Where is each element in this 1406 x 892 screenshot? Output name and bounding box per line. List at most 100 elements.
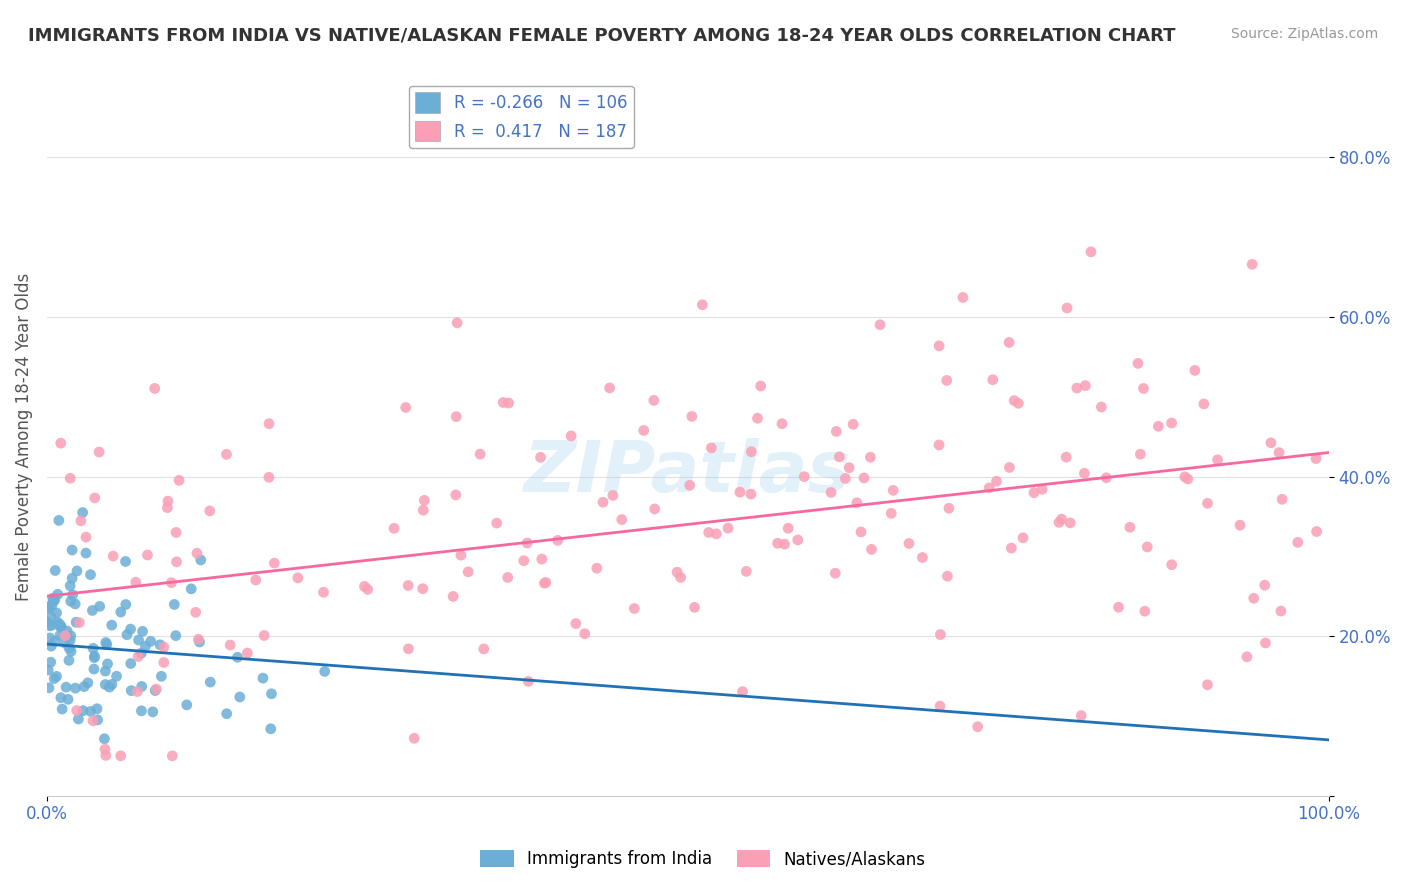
Point [1260,435,1282,450]
Point [1174,470,1197,484]
Point [644,502,666,516]
Point [263,556,285,570]
Point [472,641,495,656]
Point [1136,540,1159,554]
Point [96,637,118,651]
Point [1059,516,1081,530]
Point [470,447,492,461]
Point [115,628,138,642]
Point [83,649,105,664]
Point [1126,356,1149,370]
Point [529,450,551,465]
Point [167,473,190,487]
Point [94,664,117,678]
Point [56,624,79,638]
Point [998,460,1021,475]
Point [585,561,607,575]
Point [131,704,153,718]
Point [882,483,904,498]
Point [80,705,103,719]
Point [979,481,1001,495]
Point [717,521,740,535]
Point [226,650,249,665]
Point [485,516,508,530]
Point [740,444,762,458]
Point [37,615,59,629]
Point [1160,416,1182,430]
Point [49,621,72,635]
Point [76,676,98,690]
Point [229,690,252,704]
Point [747,411,769,425]
Point [59,594,82,608]
Point [395,401,418,415]
Point [236,646,259,660]
Point [911,550,934,565]
Point [48,513,70,527]
Point [58,640,80,655]
Point [190,553,212,567]
Point [60,543,83,558]
Point [86,702,108,716]
Point [845,496,868,510]
Point [828,450,851,464]
Point [53,636,76,650]
Point [450,548,472,562]
Point [740,487,762,501]
Point [444,488,467,502]
Point [1047,516,1070,530]
Point [643,393,665,408]
Point [731,684,754,698]
Point [66,704,89,718]
Point [396,578,419,592]
Point [1054,450,1077,464]
Point [59,629,82,643]
Point [1066,381,1088,395]
Point [898,536,921,550]
Point [353,579,375,593]
Point [1160,558,1182,572]
Point [1108,600,1130,615]
Point [692,298,714,312]
Point [187,632,209,647]
Point [1286,535,1309,549]
Point [1022,485,1045,500]
Point [45,669,67,683]
Point [849,524,872,539]
Point [86,713,108,727]
Point [633,424,655,438]
Point [704,527,727,541]
Point [142,705,165,719]
Point [38,619,60,633]
Point [75,530,97,544]
Point [59,633,82,648]
Point [396,641,419,656]
Point [928,339,950,353]
Point [89,599,111,614]
Point [1002,393,1025,408]
Point [623,601,645,615]
Point [513,554,536,568]
Point [51,619,73,633]
Point [516,536,538,550]
Legend: Immigrants from India, Natives/Alaskans: Immigrants from India, Natives/Alaskans [474,843,932,875]
Point [153,656,176,670]
Point [143,683,166,698]
Point [128,632,150,647]
Point [1080,244,1102,259]
Point [357,582,380,597]
Point [110,748,132,763]
Point [496,570,519,584]
Point [252,671,274,685]
Point [602,488,624,502]
Point [533,576,555,591]
Point [936,569,959,583]
Point [1197,496,1219,510]
Point [260,722,283,736]
Point [1271,492,1294,507]
Point [599,381,621,395]
Point [1007,396,1029,410]
Point [180,582,202,596]
Legend: R = -0.266   N = 106, R =  0.417   N = 187: R = -0.266 N = 106, R = 0.417 N = 187 [409,86,634,148]
Point [48,617,70,632]
